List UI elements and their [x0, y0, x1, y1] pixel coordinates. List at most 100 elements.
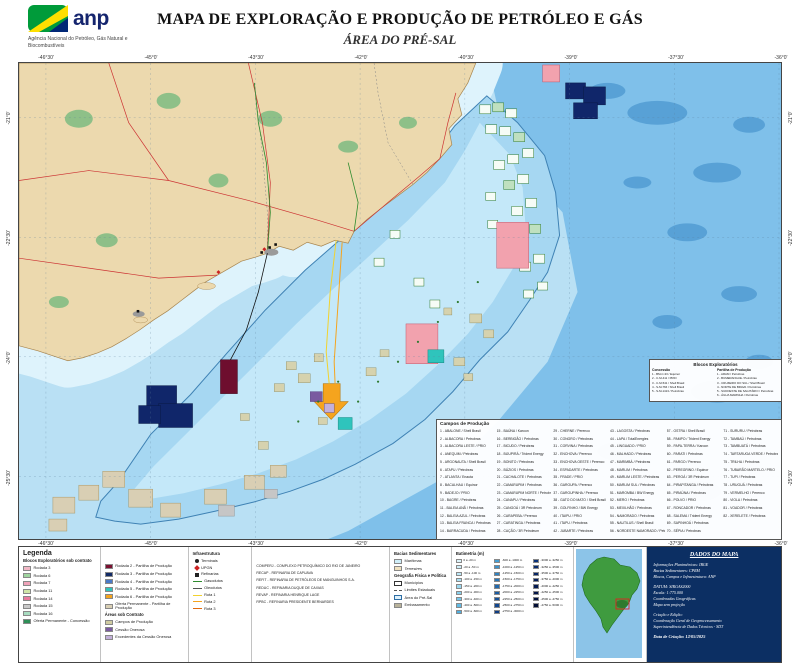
legend-label: Refinarias: [201, 571, 219, 577]
field-entry: 70 - SÉPIA / Petrobras: [666, 529, 701, 534]
legend-section-basins: Bacias Sedimentares Marítimas Terrestres …: [390, 547, 452, 662]
field-entry: 34 - ESPADARTE / Petrobras: [553, 467, 598, 472]
legend-swatch: [533, 565, 539, 570]
field-entry: 58 - PAMPO / Trident Energy: [666, 436, 711, 441]
legend-item-concession: Rodada 11: [23, 588, 96, 594]
legend-label: Rota 1: [204, 591, 216, 597]
bathymetry-item: -2750 a -3000 m: [494, 609, 530, 615]
legend-item-geo: Embasamento: [394, 603, 447, 608]
field-entry: 61 - PARGO / Perenco: [666, 459, 701, 464]
legend-label: Terminais: [201, 557, 218, 563]
legend-item-concession: Rodada 16: [23, 610, 96, 617]
refinery-entry: COMPERJ - COMPLEXO PETROQUÍMICO DO RIO D…: [256, 564, 361, 568]
field-entry: 17 - BICUDO / Petrobras: [496, 444, 535, 449]
brazil-locator-map: [575, 549, 642, 658]
map-data-line: Blocos, Campos e Infraestrutura: ANP: [653, 574, 716, 579]
legend-label: Oleodutos: [204, 585, 222, 591]
brazil-shape: [581, 556, 640, 634]
refinery-entry: RECAP - REFINARIA DE CAPUAVA: [256, 571, 314, 576]
lat-label: -21°0': [6, 111, 12, 125]
bathymetry-item: -1500 a -1750 m: [494, 577, 530, 583]
gas-pipelines: [253, 82, 359, 254]
field-entry: 16 - BERBIGÃO / Petrobras: [496, 436, 539, 441]
legend-label: -2500 a -2750 m: [501, 602, 524, 607]
legend-item-sharing: Oferta Permanente - Partilha de Produção: [104, 601, 184, 610]
legend-swatch: [394, 566, 403, 572]
field-entry: 31 - CORVINA / Petrobras: [553, 444, 593, 449]
block-entry: 2 - C-M-411 / PRIO: [652, 376, 677, 381]
legend-swatch: [455, 590, 462, 595]
legend-swatch: [533, 603, 539, 608]
field-entry: 82 - XERELETE / Petrobras: [723, 513, 766, 518]
legend-label: Rodada 16: [33, 610, 53, 616]
legend-swatch: [533, 597, 539, 602]
square-icon: [194, 572, 199, 577]
legend-swatch: [104, 579, 113, 585]
bathymetry-item: -1000 a -1250 m: [494, 565, 530, 570]
bathymetry-item: -4750 a -5000 m: [533, 603, 569, 608]
legend-swatch: [533, 590, 539, 595]
legend-item-sharing: Rodada 6 - Partilha de Produção: [104, 594, 184, 600]
legend-item-sharing: Rodada 4 - Partilha de Produção: [104, 579, 184, 585]
production-fields-title: Campos de Produção: [440, 422, 490, 427]
map-data-title: DADOS DO MAPA: [689, 552, 739, 558]
bathymetry-item: -4250 a -4500 m: [533, 590, 569, 595]
legend-label: -50 a -100 m: [463, 571, 481, 576]
legend-swatch: [494, 577, 501, 583]
field-entry: 69 - SAPINHOÁ / Petrobras: [666, 521, 709, 526]
legend-label: Rodada 5 - Partilha de Produção: [115, 586, 172, 592]
field-entry: 22 - CAMARUPIM / Petrobras: [496, 482, 542, 487]
field-dots: [297, 280, 479, 423]
legend-section-refineries: COMPERJ - COMPLEXO PETROQUÍMICO DO RIO D…: [252, 547, 391, 662]
legend-label: Rodada 15: [33, 603, 53, 609]
bathymetry-item: -300 a -400 m: [455, 597, 492, 602]
field-entry: 23 - CAMARUPIM NORTE / Petrobras: [496, 490, 552, 495]
block-maroon: [220, 359, 238, 394]
bathymetry-item: -100 a -150 m: [455, 578, 492, 583]
field-entry: 14 - BARRACUDA / Petrobras: [440, 529, 486, 534]
field-entry: 32 - ENCHOVA / Perenco: [553, 452, 592, 457]
refinery-entry: RPBC - REFINARIA PRESIDENTE BERNARDES: [256, 600, 334, 605]
legend-section-bathymetry: Batimetria (m) 0 a -20 m -20 a -50 m -50 a…: [452, 547, 574, 662]
legend-label: -200 a -300 m: [463, 590, 483, 595]
bathymetry-item: -3250 a -3500 m: [533, 565, 569, 570]
legend-swatch: [104, 571, 113, 577]
block-entry: 3 - C-M-541 / Shell Brasil: [652, 380, 685, 385]
legend-item-line: Rota 2: [192, 599, 248, 604]
lon-label: -42°0': [354, 55, 368, 61]
legend-swatch: [455, 558, 462, 564]
legend-label: -4000 a -4250 m: [540, 583, 563, 588]
legend-item-sharing: Rodada 2 - Partilha de Produção: [104, 564, 184, 569]
legend-swatch: [394, 595, 403, 601]
concession-column: Concessão 1 - BM-C-33 / Equinor 2 - C-M-4…: [652, 368, 714, 399]
field-entry: 9 - BADEJO / PRIO: [440, 490, 470, 495]
legend-item-infra: Terminais: [193, 557, 248, 563]
field-entry: 41 - ITAPU / Petrobras: [553, 521, 588, 526]
lon-label: -45°0': [144, 55, 158, 61]
exploratory-blocks-panel: Blocos Exploratórios Concessão 1 - BM-C-…: [649, 359, 782, 402]
basins-header: Bacias Sedimentares: [394, 551, 437, 556]
bathymetry-item: -4000 a -4250 m: [533, 583, 569, 589]
legend-label: Rodada 11: [33, 588, 53, 593]
state-boundaries: [254, 63, 414, 254]
presalt-inner: [130, 122, 526, 500]
legend-label: -4500 a -4750 m: [540, 596, 563, 601]
legend-item-concession: Rodada 6: [23, 573, 96, 579]
islands: [133, 282, 216, 324]
legend-label: -1250 a -1500 m: [501, 571, 524, 576]
lon-label: -40°30': [458, 541, 474, 547]
block-entry: 1 - BM-C-33 / Equinor: [652, 372, 681, 376]
legend-label: Rota 3: [204, 605, 216, 611]
legend-label: -3000 a -3250 m: [540, 558, 563, 563]
field-entry: 75 - TRILHA / Petrobras: [723, 459, 760, 464]
campos-column: 1 - ABALONE / Shell Brasil 2 - ALBACORA /…: [440, 428, 495, 536]
legend-swatch: [23, 611, 31, 617]
legend-label: Municípios: [404, 580, 424, 586]
block-entry: 1 - ARAM / Petrobras: [717, 372, 745, 376]
legend-label: UPGN: [201, 564, 213, 570]
legend-label: -600 a -1000 m: [501, 558, 523, 563]
field-entry: 8 - BACALHAU / Equinor: [440, 482, 478, 487]
legend-label: Limites Estaduais: [404, 587, 436, 593]
field-entry: 27 - CARATINGA / Petrobras: [496, 521, 541, 526]
legend-label: -2750 a -3000 m: [501, 609, 524, 614]
